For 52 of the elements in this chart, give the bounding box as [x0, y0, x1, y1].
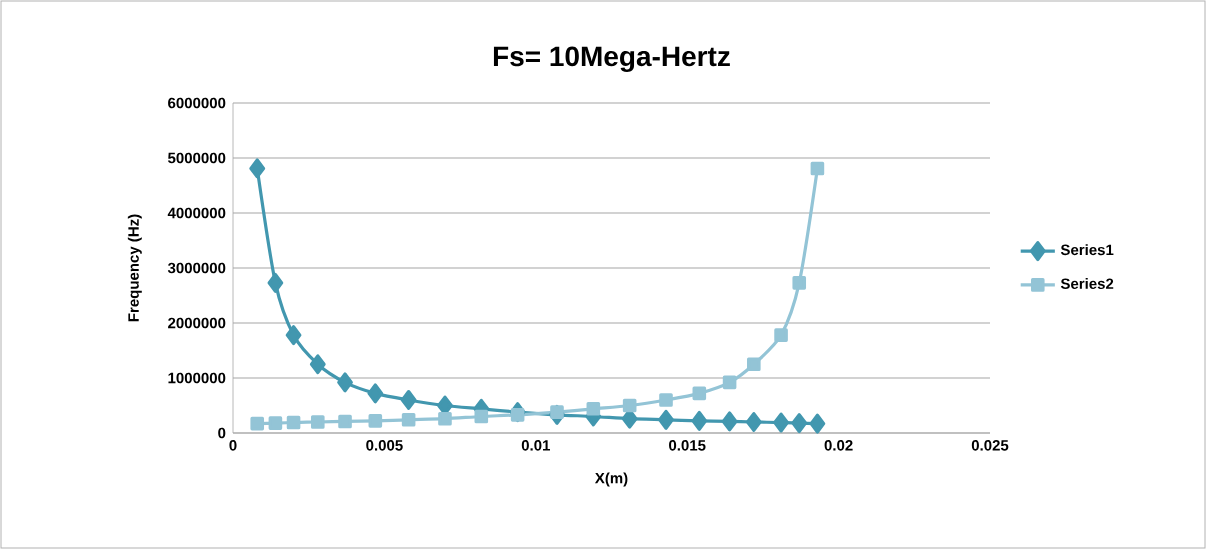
point	[368, 414, 383, 428]
point	[722, 375, 737, 390]
point	[747, 357, 761, 372]
y-tick-label: 0	[218, 427, 226, 439]
point	[400, 389, 417, 410]
x-tick-label: 0	[229, 440, 237, 451]
point	[586, 401, 601, 416]
point	[286, 415, 301, 430]
point	[809, 413, 826, 434]
point	[510, 408, 525, 422]
point	[622, 398, 637, 413]
point	[659, 393, 673, 407]
point	[267, 272, 284, 293]
x-axis-title: X(m)	[594, 472, 628, 487]
point	[691, 410, 708, 431]
x-tick-label: 0.015	[669, 440, 706, 451]
y-tick-label: 1000000	[168, 372, 226, 384]
point	[309, 354, 326, 375]
legend-label: Series2	[1060, 278, 1114, 290]
point	[692, 386, 707, 401]
point	[774, 328, 788, 342]
y-axis-title: Frequency (Hz)	[127, 214, 142, 322]
point	[338, 414, 352, 429]
point	[792, 276, 807, 290]
point	[745, 411, 762, 432]
point	[810, 161, 825, 176]
y-tick-label: 4000000	[167, 207, 226, 219]
point	[249, 158, 266, 179]
point	[310, 415, 325, 429]
point	[550, 405, 564, 419]
x-tick-label: 0.025	[971, 440, 1009, 451]
chart-title: Fs= 10Mega-Hertz	[493, 46, 730, 72]
point	[438, 411, 452, 426]
point	[268, 416, 283, 430]
y-tick-label: 2000000	[168, 317, 226, 329]
point	[658, 409, 674, 430]
point	[367, 383, 384, 404]
x-tick-label: 0.02	[824, 440, 853, 451]
legend-label: Series1	[1060, 244, 1114, 256]
point	[401, 412, 416, 427]
point	[250, 416, 265, 431]
y-tick-label: 5000000	[168, 152, 226, 164]
point	[474, 409, 489, 424]
point	[773, 412, 789, 433]
x-tick-label: 0.01	[521, 440, 550, 451]
y-tick-label: 6000000	[168, 97, 226, 109]
x-tick-label: 0.005	[366, 440, 403, 451]
point	[721, 411, 738, 432]
point	[791, 413, 808, 434]
point	[285, 325, 302, 346]
point	[337, 372, 353, 393]
y-tick-label: 3000000	[167, 262, 226, 274]
